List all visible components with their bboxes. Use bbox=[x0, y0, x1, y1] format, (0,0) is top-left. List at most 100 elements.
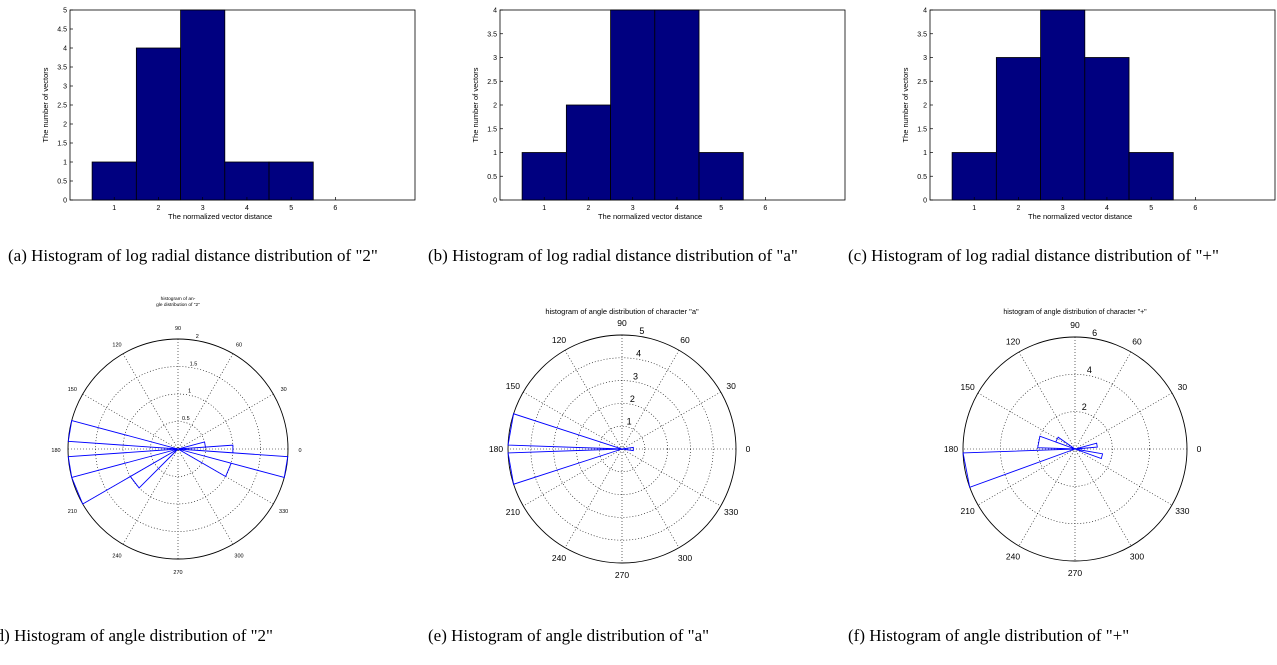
y-tick-label: 3.5 bbox=[487, 31, 497, 38]
bar bbox=[610, 9, 656, 201]
y-tick-label: 0 bbox=[493, 198, 497, 205]
y-axis-label: The number of vectors bbox=[901, 67, 910, 142]
angle-label: 90 bbox=[1070, 320, 1080, 330]
y-tick-label: 4 bbox=[63, 46, 67, 53]
y-tick-label: 4 bbox=[493, 8, 497, 15]
y-axis-label: The number of vectors bbox=[41, 67, 50, 142]
angle-label: 210 bbox=[506, 507, 520, 517]
angle-label: 0 bbox=[746, 444, 751, 454]
x-axis-label: The normalized vector distance bbox=[1028, 212, 1132, 221]
angle-label: 120 bbox=[112, 342, 121, 348]
angle-label: 210 bbox=[961, 506, 975, 516]
angle-label: 150 bbox=[506, 381, 520, 391]
y-tick-label: 1.5 bbox=[487, 126, 497, 133]
rose-title: histogram of angle distribution of chara… bbox=[1003, 309, 1147, 316]
y-tick-label: 1 bbox=[493, 150, 497, 157]
angle-label: 90 bbox=[175, 326, 181, 332]
caption-f: (f) Histogram of angle distribution of "… bbox=[848, 626, 1130, 645]
x-tick-label: 1 bbox=[112, 205, 116, 212]
y-tick-label: 0.5 bbox=[917, 174, 927, 181]
bar bbox=[521, 152, 567, 201]
angle-label: 180 bbox=[489, 444, 503, 454]
angle-label: 240 bbox=[1006, 551, 1020, 561]
x-tick-label: 5 bbox=[719, 205, 723, 212]
y-tick-label: 3.5 bbox=[57, 65, 67, 72]
radial-tick-label: 2 bbox=[630, 394, 635, 404]
bar-panel-0: 1 2 3 4 5 6 0 0.5 1 1.5 2 2.5 3 3.5 4 4.5 5 The normalize… bbox=[41, 8, 416, 221]
angle-label: 60 bbox=[1132, 337, 1142, 347]
radial-tick-label: 6 bbox=[1092, 328, 1097, 338]
angle-label: 0 bbox=[1197, 444, 1202, 454]
x-axis-label: The normalized vector distance bbox=[168, 212, 272, 221]
x-tick-label: 2 bbox=[157, 205, 161, 212]
caption-c: (c) Histogram of log radial distance dis… bbox=[848, 246, 1219, 265]
angle-label: 0 bbox=[298, 448, 301, 454]
angle-label: 300 bbox=[234, 554, 243, 560]
bar bbox=[1084, 57, 1130, 201]
angle-label: 210 bbox=[68, 509, 77, 515]
angle-label: 270 bbox=[173, 570, 182, 576]
y-axis-label: The number of vectors bbox=[471, 67, 480, 142]
rose-outline bbox=[67, 419, 289, 505]
y-tick-label: 0 bbox=[63, 198, 67, 205]
bar bbox=[180, 9, 226, 201]
y-tick-label: 3.5 bbox=[917, 31, 927, 38]
angle-grid-line bbox=[122, 353, 234, 545]
angle-label: 330 bbox=[724, 507, 738, 517]
x-tick-label: 3 bbox=[1061, 205, 1065, 212]
angle-label: 150 bbox=[68, 387, 77, 393]
caption-d: (d) Histogram of angle distribution of "… bbox=[0, 626, 273, 645]
y-tick-label: 0.5 bbox=[487, 174, 497, 181]
radial-tick-label: 4 bbox=[1087, 365, 1092, 375]
x-tick-label: 4 bbox=[1105, 205, 1109, 212]
rose-title: histogram of angle distribution of chara… bbox=[545, 307, 699, 316]
x-tick-label: 3 bbox=[631, 205, 635, 212]
angle-label: 240 bbox=[552, 553, 566, 563]
caption-e: (e) Histogram of angle distribution of "… bbox=[428, 626, 710, 645]
rose-title: gle distribution of "2" bbox=[156, 302, 200, 308]
bar bbox=[1040, 9, 1086, 201]
angle-label: 270 bbox=[1068, 568, 1082, 578]
radial-tick-label: 1 bbox=[188, 389, 191, 395]
x-tick-label: 4 bbox=[675, 205, 679, 212]
bar bbox=[91, 161, 137, 201]
x-tick-label: 2 bbox=[1017, 205, 1021, 212]
bar bbox=[565, 104, 611, 201]
caption-a: (a) Histogram of log radial distance dis… bbox=[8, 246, 378, 265]
x-tick-label: 6 bbox=[1193, 205, 1197, 212]
bar bbox=[268, 161, 314, 201]
x-tick-label: 5 bbox=[289, 205, 293, 212]
radial-grid-circle bbox=[598, 425, 646, 473]
y-tick-label: 1.5 bbox=[57, 141, 67, 148]
x-tick-label: 6 bbox=[763, 205, 767, 212]
angle-label: 180 bbox=[51, 448, 60, 454]
y-tick-label: 3 bbox=[493, 55, 497, 62]
y-tick-label: 4.5 bbox=[57, 27, 67, 34]
bar bbox=[951, 152, 997, 201]
radial-tick-label: 3 bbox=[633, 371, 638, 381]
angle-label: 300 bbox=[1130, 551, 1144, 561]
angle-grid-line bbox=[122, 353, 234, 545]
caption-b: (b) Histogram of log radial distance dis… bbox=[428, 246, 798, 265]
angle-label: 120 bbox=[1006, 337, 1020, 347]
x-axis-label: The normalized vector distance bbox=[598, 212, 702, 221]
angle-label: 30 bbox=[281, 387, 287, 393]
radial-grid-circle bbox=[576, 403, 668, 495]
y-tick-label: 3 bbox=[923, 55, 927, 62]
radial-tick-label: 5 bbox=[639, 326, 644, 336]
y-tick-label: 0.5 bbox=[57, 179, 67, 186]
y-tick-label: 2 bbox=[923, 103, 927, 110]
y-tick-label: 2.5 bbox=[487, 79, 497, 86]
angle-label: 120 bbox=[552, 335, 566, 345]
y-tick-label: 5 bbox=[63, 8, 67, 15]
y-tick-label: 2 bbox=[493, 103, 497, 110]
x-tick-label: 5 bbox=[1149, 205, 1153, 212]
bar bbox=[1128, 152, 1174, 201]
x-tick-label: 2 bbox=[587, 205, 591, 212]
radial-tick-label: 2 bbox=[1082, 402, 1087, 412]
rose-panel-3: 0.511.529060300330300270240210180150120h… bbox=[51, 296, 301, 576]
y-tick-label: 2.5 bbox=[917, 79, 927, 86]
rose-outline bbox=[962, 435, 1104, 488]
